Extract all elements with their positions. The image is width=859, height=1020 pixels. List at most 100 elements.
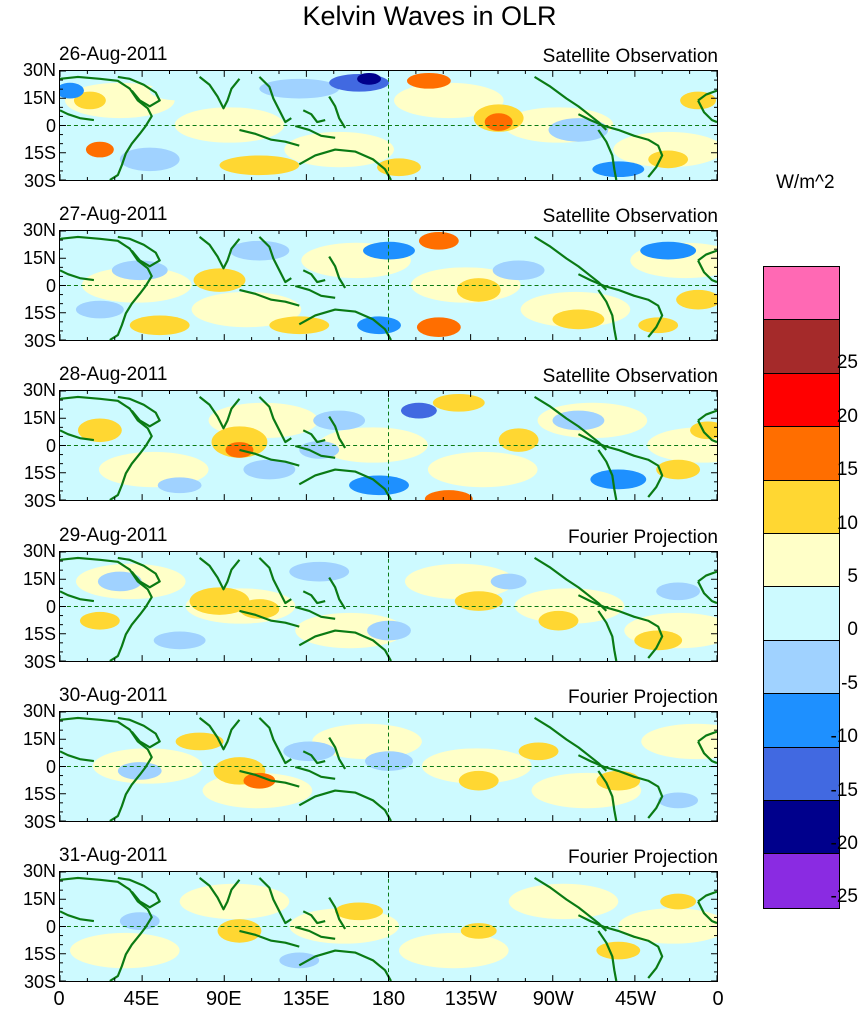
anomaly-contour: [215, 120, 264, 140]
map-plot: [60, 872, 717, 981]
coastline: [60, 395, 153, 500]
coastline: [294, 444, 336, 459]
anomaly-contour: [508, 883, 619, 920]
coastline: [60, 716, 153, 821]
anomaly-contour: [400, 402, 437, 419]
anomaly-contour: [404, 563, 515, 600]
colorbar-label: 10: [836, 512, 858, 534]
coastline: [577, 594, 664, 659]
colorbar-label: 20: [836, 405, 858, 427]
lat-tick-label: 15N: [22, 728, 56, 749]
coastline: [60, 556, 153, 661]
colorbar-segment: [764, 373, 839, 428]
map-panel: [59, 390, 718, 501]
figure-title: Kelvin Waves in OLR: [302, 1, 557, 31]
coastline: [239, 448, 300, 467]
panel-date: 27-Aug-2011: [59, 204, 168, 225]
coastline: [697, 249, 717, 262]
coastline: [298, 468, 392, 500]
coastline: [597, 930, 618, 981]
anomaly-contour: [676, 289, 717, 310]
coastline: [294, 925, 336, 940]
lat-tick-label: 30N: [22, 541, 56, 561]
coastline: [697, 99, 717, 124]
lon-tick-label: 90W: [532, 988, 574, 1010]
lat-tick-label: 15N: [22, 87, 56, 108]
coastline: [697, 580, 717, 605]
coastline: [697, 740, 717, 765]
anomaly-contour: [427, 451, 538, 488]
coastline: [60, 429, 95, 442]
coastline: [328, 896, 347, 930]
coastline: [239, 128, 300, 147]
map-plot: [60, 552, 717, 661]
coastline: [577, 273, 664, 338]
anomaly-contour: [418, 231, 459, 250]
lat-tick-label: 15S: [23, 303, 56, 324]
anomaly-contour: [484, 113, 513, 131]
coastline: [294, 124, 336, 139]
coastline: [328, 255, 347, 289]
lat-tick-label: 0: [45, 435, 56, 456]
anomaly-contour: [656, 459, 701, 480]
coastline: [294, 765, 336, 780]
anomaly-contour: [69, 932, 180, 969]
lon-tick-label: 45E: [123, 988, 160, 1010]
map-panel: [59, 230, 718, 341]
coastline: [198, 717, 241, 751]
colorbar-label: -15: [830, 779, 858, 801]
coastline: [298, 308, 392, 340]
lon-tick-label: 45W: [615, 988, 657, 1010]
coastline: [60, 109, 95, 122]
coastline: [533, 876, 608, 932]
lon-tick-label: 0: [712, 988, 724, 1010]
colorbar-segment: [764, 640, 839, 695]
coastline: [239, 929, 300, 948]
lon-tick-label: 90E: [205, 988, 242, 1010]
coastline: [117, 75, 161, 108]
anomaly-contour: [590, 469, 647, 490]
anomaly-contour: [592, 161, 645, 178]
coastline: [60, 750, 95, 763]
anomaly-contour: [498, 428, 539, 452]
anomaly-contour: [318, 427, 428, 463]
anomaly-contour: [658, 792, 699, 809]
colorbar: [763, 266, 840, 909]
lat-tick-label: 15S: [23, 944, 56, 965]
coastline: [697, 259, 717, 284]
coastline: [597, 610, 618, 661]
panel-source: Satellite Observation: [542, 206, 718, 227]
anomaly-contour: [406, 72, 451, 89]
anomaly-contour: [680, 91, 717, 110]
anomaly-contour: [79, 611, 120, 630]
anomaly-contour: [634, 630, 683, 651]
anomaly-contour: [313, 410, 366, 431]
anomaly-contour: [357, 72, 382, 85]
coastline: [198, 76, 241, 110]
coastline: [302, 590, 326, 605]
panel-date: 29-Aug-2011: [59, 525, 168, 546]
anomaly-contour: [312, 723, 422, 760]
coastline: [533, 716, 608, 772]
coastline: [298, 148, 392, 180]
coastline: [60, 876, 153, 981]
colorbar-segment: [764, 587, 839, 641]
anomaly-contour: [514, 588, 625, 624]
lat-tick-label: 30N: [22, 701, 56, 721]
coastline: [302, 269, 326, 284]
anomaly-contour: [119, 147, 180, 172]
coastline: [60, 910, 95, 923]
map-panel: [59, 70, 718, 181]
colorbar-label: 25: [836, 352, 858, 374]
panel-source: Fourier Projection: [568, 527, 718, 548]
coastline: [328, 736, 347, 770]
anomaly-contour: [117, 762, 162, 780]
coastline: [533, 75, 608, 131]
anomaly-contour: [421, 748, 532, 784]
coastline: [258, 557, 292, 605]
coastline: [597, 449, 618, 500]
colorbar-segment: [764, 427, 839, 481]
coastline: [258, 396, 292, 444]
anomaly-contour: [393, 82, 504, 119]
coastline: [697, 890, 717, 903]
